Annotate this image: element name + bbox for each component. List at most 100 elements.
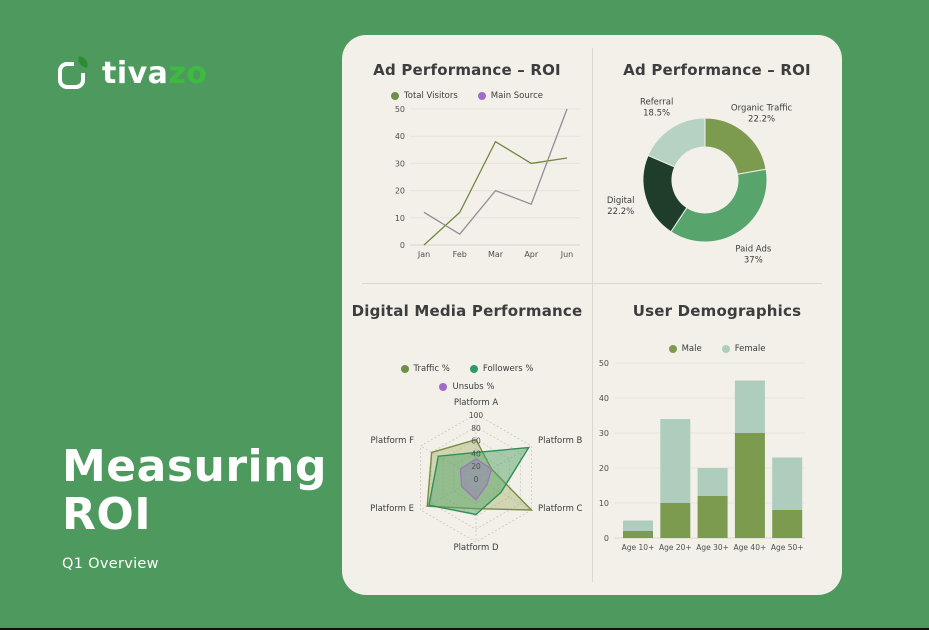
bar-segment-male bbox=[697, 496, 728, 538]
radar-axis-label: Platform F bbox=[371, 436, 415, 446]
donut-chart-panel: Ad Performance – ROI Organic Traffic 22.2… bbox=[592, 35, 842, 283]
legend-dot-icon bbox=[391, 92, 399, 100]
donut-slice-organic-traffic bbox=[704, 117, 767, 175]
radar-series-followers- bbox=[428, 446, 530, 516]
bar-segment-female bbox=[772, 457, 803, 510]
donut-slice-paid-ads bbox=[670, 168, 768, 243]
x-axis-label: Mar bbox=[488, 250, 504, 259]
radar-spoke bbox=[475, 477, 532, 511]
x-axis-label: Jun bbox=[560, 250, 574, 259]
legend-label: Unsubs % bbox=[452, 382, 495, 392]
vertical-divider bbox=[591, 48, 593, 582]
legend-item: Main Source bbox=[477, 91, 543, 101]
slice-percent: 37% bbox=[744, 256, 763, 266]
radar-chart-legend-row2: Unsubs % bbox=[342, 380, 592, 394]
radar-tick-label: 0 bbox=[474, 475, 479, 484]
legend-dot-icon bbox=[477, 92, 486, 100]
bar-chart-panel: User Demographics Male Female 0 10 20 30 40 50… bbox=[592, 283, 842, 595]
legend-dot-icon bbox=[721, 345, 730, 353]
line-series-total-visitors bbox=[423, 140, 568, 246]
radar-tick-label: 20 bbox=[471, 462, 481, 471]
radar-axis-label: Platform D bbox=[453, 543, 499, 553]
legend-item: Unsubs % bbox=[439, 382, 495, 392]
y-tick-label: 50 bbox=[599, 359, 609, 368]
radar-ring bbox=[420, 413, 532, 543]
radar-axis-label: Platform B bbox=[538, 436, 583, 446]
legend-label: Female bbox=[734, 344, 766, 354]
slice-label: Digital bbox=[607, 196, 635, 206]
radar-tick-label: 100 bbox=[469, 411, 484, 420]
page-title-line1: Measuring bbox=[62, 441, 327, 492]
line-chart-panel: Ad Performance – ROI Total Visitors Main … bbox=[342, 35, 592, 283]
legend-item: Traffic % bbox=[400, 364, 450, 374]
page-title-line2: ROI bbox=[62, 488, 152, 540]
x-axis-label: Age 40+ bbox=[734, 543, 767, 552]
slice-label: Referral bbox=[640, 97, 673, 107]
page-title: Measuring ROI bbox=[62, 443, 327, 539]
hero-block: Measuring ROI Q1 Overview bbox=[62, 443, 327, 572]
radar-tick-label: 60 bbox=[471, 437, 481, 446]
radar-series-unsubs- bbox=[459, 457, 493, 501]
slice-label: Organic Traffic bbox=[731, 104, 793, 114]
legend-dot-icon bbox=[439, 383, 448, 391]
x-axis-label: Age 20+ bbox=[659, 543, 692, 552]
bottom-edge bbox=[0, 628, 929, 630]
y-tick-label: 40 bbox=[395, 132, 405, 141]
legend-label: Male bbox=[681, 344, 702, 354]
legend-dot-icon bbox=[400, 365, 409, 373]
legend-label: Main Source bbox=[490, 91, 543, 101]
bar-segment-female bbox=[697, 468, 728, 496]
x-axis-label: Feb bbox=[453, 250, 467, 259]
y-tick-label: 40 bbox=[599, 394, 609, 403]
radar-axis-label: Platform A bbox=[454, 398, 499, 408]
radar-tick-label: 80 bbox=[471, 424, 481, 433]
line-chart-legend: Total Visitors Main Source bbox=[342, 89, 592, 103]
legend-item: Total Visitors bbox=[391, 91, 458, 101]
y-tick-label: 50 bbox=[395, 105, 405, 114]
radar-chart-svg: 0 20 40 60 80 100 Platform A Platform B Platform… bbox=[370, 398, 583, 553]
bar-segment-female bbox=[660, 419, 691, 503]
x-axis-label: Age 30+ bbox=[696, 543, 729, 552]
bar-segment-male bbox=[623, 531, 653, 538]
slice-label: Paid Ads bbox=[735, 245, 771, 255]
bar-chart-title: User Demographics bbox=[632, 302, 802, 320]
y-tick-label: 10 bbox=[599, 499, 609, 508]
line-series-main-source bbox=[423, 108, 568, 235]
charts-card: Ad Performance – ROI Total Visitors Main … bbox=[342, 35, 842, 595]
y-tick-label: 20 bbox=[599, 464, 609, 473]
bar-segment-female bbox=[623, 520, 653, 531]
logo-text: tivazo bbox=[102, 56, 208, 91]
logo-text-accent: zo bbox=[168, 55, 208, 91]
donut-slice-referral bbox=[647, 117, 706, 168]
legend-label: Traffic % bbox=[413, 364, 450, 374]
radar-chart-panel: Digital Media Performance Traffic % Follo… bbox=[342, 283, 592, 595]
x-axis-label: Jan bbox=[417, 250, 430, 259]
logo: tivazo bbox=[58, 55, 208, 91]
logo-mark-icon bbox=[58, 55, 92, 91]
bar-segment-male bbox=[772, 510, 803, 538]
y-tick-label: 10 bbox=[395, 214, 405, 223]
bar-segment-male bbox=[734, 433, 765, 538]
bar-segment-female bbox=[734, 380, 765, 433]
radar-chart-title: Digital Media Performance bbox=[351, 302, 583, 320]
legend-label: Total Visitors bbox=[404, 91, 458, 101]
page-subtitle: Q1 Overview bbox=[62, 555, 159, 572]
x-axis-label: Age 10+ bbox=[622, 543, 655, 552]
y-tick-label: 30 bbox=[395, 159, 405, 168]
legend-item: Female bbox=[721, 344, 766, 354]
line-chart-svg: 0 10 20 30 40 50 Jan Feb Mar Apr Jun bbox=[395, 105, 580, 259]
x-axis-label: Age 50+ bbox=[771, 543, 804, 552]
x-axis-label: Apr bbox=[524, 250, 539, 259]
bar-chart-legend: Male Female bbox=[592, 342, 842, 356]
legend-item: Followers % bbox=[469, 364, 533, 374]
y-tick-label: 0 bbox=[604, 534, 609, 543]
y-tick-label: 0 bbox=[400, 241, 405, 250]
slice-percent: 22.2% bbox=[748, 115, 775, 125]
radar-tick-label: 40 bbox=[471, 449, 481, 458]
legend-item: Male bbox=[668, 344, 702, 354]
legend-dot-icon bbox=[469, 365, 478, 373]
radar-chart-legend-row1: Traffic % Followers % bbox=[342, 362, 592, 376]
line-chart-title: Ad Performance – ROI bbox=[373, 61, 561, 79]
